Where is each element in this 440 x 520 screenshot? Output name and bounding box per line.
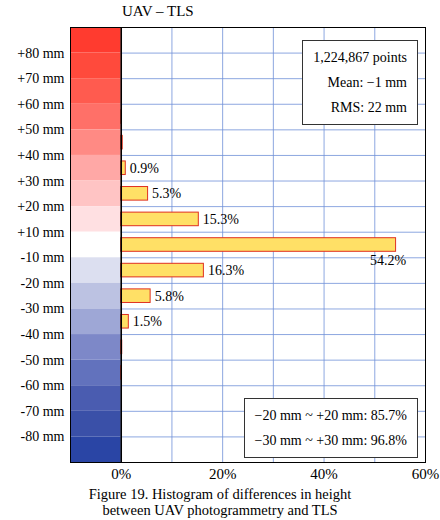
svg-text:+50 mm: +50 mm: [17, 122, 64, 137]
svg-text:5.3%: 5.3%: [152, 186, 182, 201]
html-text:−20 mm ~ +20 mm: 85.7%: −20 mm ~ +20 mm: 85.7%: [254, 408, 407, 423]
svg-text:16.3%: 16.3%: [208, 263, 245, 278]
svg-text:-20 mm: -20 mm: [21, 276, 65, 291]
svg-text:+40 mm: +40 mm: [17, 148, 64, 163]
svg-text:0.9%: 0.9%: [130, 161, 160, 176]
html-text:Mean: −1 mm: Mean: −1 mm: [327, 75, 407, 90]
svg-text:-80 mm: -80 mm: [21, 429, 65, 444]
svg-text:+60 mm: +60 mm: [17, 97, 64, 112]
svg-text:0%: 0%: [111, 466, 131, 482]
html-text:between UAV photogrammetry and: between UAV photogrammetry and TLS: [102, 502, 338, 518]
svg-text:40%: 40%: [310, 466, 338, 482]
svg-text:-30 mm: -30 mm: [21, 301, 65, 316]
svg-text:-70 mm: -70 mm: [21, 404, 65, 419]
svg-text:54.2%: 54.2%: [370, 253, 407, 268]
svg-text:+30 mm: +30 mm: [17, 174, 64, 189]
svg-text:60%: 60%: [412, 466, 440, 482]
html-text:RMS: 22 mm: RMS: 22 mm: [330, 100, 407, 115]
svg-text:15.3%: 15.3%: [203, 212, 240, 227]
html-text:UAV – TLS: UAV – TLS: [122, 3, 194, 19]
html-text:1,224,867 points: 1,224,867 points: [313, 50, 407, 65]
svg-text:-50 mm: -50 mm: [21, 353, 65, 368]
html-text:Figure 19. Histogram of differ: Figure 19. Histogram of differences in h…: [88, 486, 352, 502]
svg-text:-10 mm: -10 mm: [21, 250, 65, 265]
svg-text:+80 mm: +80 mm: [17, 46, 64, 61]
svg-text:+20 mm: +20 mm: [17, 199, 64, 214]
html-text:−30 mm ~ +30 mm: 96.8%: −30 mm ~ +30 mm: 96.8%: [254, 433, 407, 448]
svg-text:+10 mm: +10 mm: [17, 225, 64, 240]
svg-text:1.5%: 1.5%: [133, 314, 163, 329]
svg-text:-60 mm: -60 mm: [21, 378, 65, 393]
svg-text:20%: 20%: [209, 466, 237, 482]
svg-text:+70 mm: +70 mm: [17, 71, 64, 86]
svg-text:-40 mm: -40 mm: [21, 327, 65, 342]
svg-text:5.8%: 5.8%: [155, 289, 185, 304]
